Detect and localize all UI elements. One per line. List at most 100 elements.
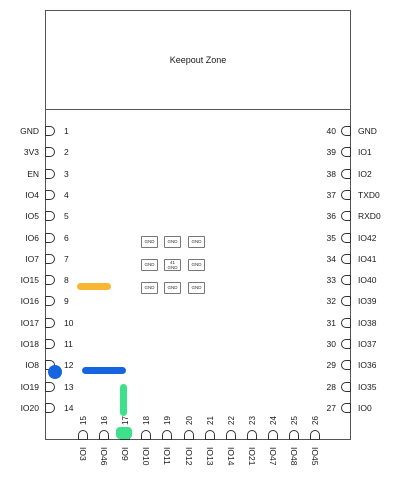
- left-pin-name: IO20: [20, 402, 39, 413]
- right-pin-name: IO42: [358, 232, 377, 243]
- left-pin-number: 6: [64, 232, 69, 243]
- left-pin-number: 13: [64, 381, 74, 392]
- bottom-pin-number: 22: [226, 416, 236, 425]
- left-pin-pad: [45, 126, 55, 136]
- bottom-pin-pad: [183, 430, 194, 440]
- gnd-center-number: 41: [169, 260, 175, 265]
- bottom-pin-pad: [225, 430, 236, 440]
- right-pin-number: 28: [326, 381, 336, 392]
- bottom-pin-number: 20: [184, 416, 194, 425]
- gnd-pad: GND: [141, 259, 158, 271]
- bottom-pin-pad: [246, 430, 257, 440]
- right-pin-name: IO35: [358, 381, 377, 392]
- right-pin-name: RXD0: [358, 211, 381, 222]
- green-highlight-mark-dot: [116, 427, 132, 439]
- bottom-pin-number: 25: [290, 416, 299, 425]
- right-pin-pad: [341, 147, 351, 158]
- left-pin-name: EN: [27, 168, 39, 179]
- right-pin-pad: [341, 232, 351, 243]
- right-pin-name: IO0: [358, 402, 372, 413]
- gnd-pad-label: GND: [167, 265, 178, 270]
- left-pin-name: IO18: [20, 339, 39, 349]
- gnd-pad: GND: [141, 236, 158, 248]
- bottom-pin-name: IO12: [183, 447, 194, 466]
- left-pin-name: IO16: [20, 296, 39, 307]
- right-pin-name: GND: [358, 126, 377, 136]
- bottom-pin-name: IO46: [99, 447, 110, 466]
- left-pin-pad: [45, 168, 55, 179]
- right-pin-pad: [341, 296, 351, 307]
- keepout-label: Keepout Zone: [169, 55, 227, 65]
- gnd-pad: GND: [164, 282, 181, 294]
- right-pin-name: IO2: [358, 168, 372, 179]
- right-pin-pad: [341, 253, 351, 264]
- left-pin-name: IO19: [20, 381, 39, 392]
- right-pin-number: 40: [326, 126, 336, 136]
- bottom-pin-name: IO14: [225, 447, 236, 466]
- left-pin-number: 12: [64, 360, 74, 371]
- bottom-pin-number: 17: [121, 416, 131, 425]
- bottom-pin-number: 16: [100, 416, 110, 425]
- left-pin-pad: [45, 232, 55, 243]
- right-pin-pad: [341, 168, 351, 179]
- right-pin-pad: [341, 339, 351, 349]
- bottom-pin-pad: [310, 430, 321, 440]
- right-pin-pad: [341, 360, 351, 371]
- right-pin-name: IO37: [358, 339, 377, 349]
- bottom-pin-name: IO45: [310, 447, 321, 466]
- bottom-pin-number: 19: [163, 416, 173, 425]
- right-pin-number: 32: [326, 296, 336, 307]
- blue-highlight-mark-dot: [48, 365, 62, 379]
- bottom-pin-number: 18: [142, 416, 152, 425]
- bottom-pin-number: 23: [247, 416, 257, 425]
- bottom-pin-name: IO13: [204, 447, 215, 466]
- bottom-pin-pad: [99, 430, 110, 440]
- left-pin-pad: [45, 402, 55, 413]
- right-pin-name: IO40: [358, 275, 377, 286]
- bottom-pin-name: IO10: [141, 447, 152, 466]
- right-pin-name: IO39: [358, 296, 377, 307]
- right-pin-number: 29: [326, 360, 336, 371]
- bottom-pin-name: IO11: [162, 447, 173, 465]
- left-pin-pad: [45, 339, 55, 349]
- right-pin-number: 39: [326, 147, 336, 158]
- right-pin-number: 27: [326, 402, 336, 413]
- gnd-pad: GND: [141, 282, 158, 294]
- bottom-pin-name: IO3: [78, 447, 88, 461]
- bottom-pin-pad: [78, 430, 88, 440]
- gnd-pad: GND: [164, 236, 181, 248]
- bottom-pin-number: 24: [268, 416, 278, 425]
- left-pin-name: IO7: [25, 253, 39, 264]
- right-pin-number: 34: [326, 253, 336, 264]
- right-pin-name: IO1: [358, 147, 372, 158]
- bottom-pin-number: 15: [79, 416, 88, 425]
- left-pin-number: 2: [64, 147, 69, 158]
- right-pin-pad: [341, 275, 351, 286]
- bottom-pin-pad: [289, 430, 299, 440]
- bottom-pin-pad: [204, 430, 215, 440]
- gnd-pad: 41 GND: [164, 259, 181, 271]
- gnd-pad: GND: [188, 259, 205, 271]
- left-pin-number: 4: [64, 189, 69, 200]
- right-pin-name: IO36: [358, 360, 377, 371]
- left-pin-number: 8: [64, 275, 69, 286]
- left-pin-pad: [45, 381, 55, 392]
- left-pin-name: 3V3: [23, 147, 39, 158]
- right-pin-pad: [341, 126, 351, 136]
- bottom-pin-pad: [267, 430, 278, 440]
- right-pin-pad: [341, 317, 351, 328]
- bottom-pin-name: IO21: [246, 447, 257, 466]
- left-pin-pad: [45, 211, 55, 222]
- module-body: [45, 110, 351, 440]
- right-pin-name: TXD0: [358, 189, 380, 200]
- bottom-pin-name: IO48: [289, 447, 299, 466]
- right-pin-pad: [341, 189, 351, 200]
- left-pin-pad: [45, 253, 55, 264]
- left-pin-pad: [45, 275, 55, 286]
- right-pin-number: 37: [326, 189, 336, 200]
- left-pin-pad: [45, 189, 55, 200]
- bottom-pin-name: IO47: [267, 447, 278, 466]
- green-highlight-mark: [120, 384, 127, 416]
- left-pin-pad: [45, 317, 55, 328]
